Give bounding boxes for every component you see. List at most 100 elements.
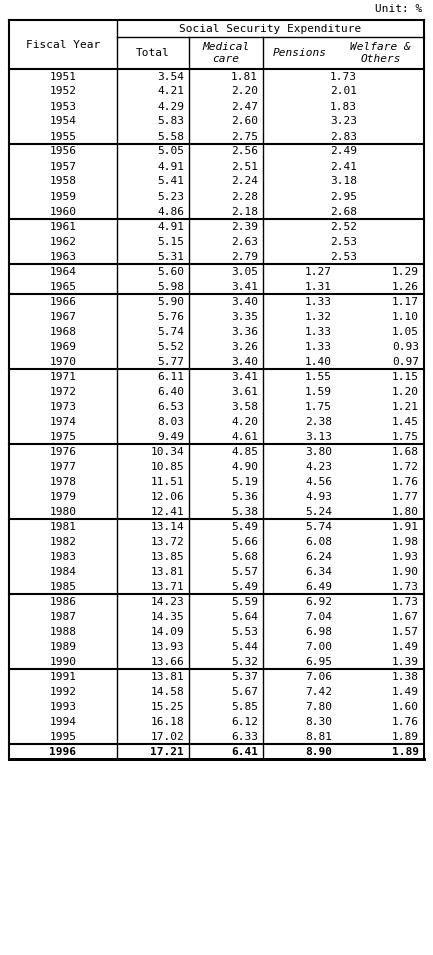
Text: 1.20: 1.20 (392, 387, 419, 396)
Text: 1.27: 1.27 (305, 266, 332, 277)
Text: 1973: 1973 (49, 401, 77, 412)
Text: 5.74: 5.74 (157, 327, 184, 336)
Text: 1.76: 1.76 (392, 716, 419, 727)
Text: 1.49: 1.49 (392, 642, 419, 651)
Text: 1964: 1964 (49, 266, 77, 277)
Text: 1.68: 1.68 (392, 447, 419, 456)
Text: 3.54: 3.54 (157, 72, 184, 81)
Text: 2.49: 2.49 (330, 146, 357, 157)
Text: 5.05: 5.05 (157, 146, 184, 157)
Text: 1.21: 1.21 (392, 401, 419, 412)
Text: 3.13: 3.13 (305, 432, 332, 441)
Text: 1979: 1979 (49, 492, 77, 501)
Text: 14.35: 14.35 (150, 611, 184, 622)
Text: 5.90: 5.90 (157, 296, 184, 307)
Text: 2.24: 2.24 (231, 177, 258, 186)
Text: 2.53: 2.53 (330, 237, 357, 246)
Text: 3.26: 3.26 (231, 342, 258, 351)
Text: 1953: 1953 (49, 101, 77, 112)
Text: Pensions: Pensions (273, 48, 327, 58)
Text: 1995: 1995 (49, 732, 77, 741)
Text: 1.32: 1.32 (305, 311, 332, 322)
Text: 2.75: 2.75 (231, 132, 258, 141)
Text: 2.95: 2.95 (330, 192, 357, 202)
Text: 8.81: 8.81 (305, 732, 332, 741)
Text: 1.15: 1.15 (392, 371, 419, 381)
Text: 1960: 1960 (49, 206, 77, 217)
Text: 5.24: 5.24 (305, 506, 332, 517)
Text: 6.24: 6.24 (305, 551, 332, 562)
Text: 5.66: 5.66 (231, 537, 258, 546)
Text: 1.77: 1.77 (392, 492, 419, 501)
Text: 10.85: 10.85 (150, 461, 184, 472)
Text: 3.23: 3.23 (330, 117, 357, 126)
Text: 1975: 1975 (49, 432, 77, 441)
Text: 5.31: 5.31 (157, 251, 184, 262)
Text: 4.20: 4.20 (231, 416, 258, 427)
Text: 16.18: 16.18 (150, 716, 184, 727)
Text: 5.37: 5.37 (231, 671, 258, 682)
Text: 1984: 1984 (49, 566, 77, 577)
Text: 5.76: 5.76 (157, 311, 184, 322)
Text: 3.41: 3.41 (231, 282, 258, 291)
Text: 1.89: 1.89 (392, 732, 419, 741)
Text: 2.53: 2.53 (330, 251, 357, 262)
Text: 1986: 1986 (49, 597, 77, 606)
Text: 1.73: 1.73 (392, 582, 419, 591)
Text: 1.75: 1.75 (305, 401, 332, 412)
Text: 1961: 1961 (49, 222, 77, 231)
Text: 5.41: 5.41 (157, 177, 184, 186)
Text: 5.52: 5.52 (157, 342, 184, 351)
Text: 2.47: 2.47 (231, 101, 258, 112)
Text: 5.53: 5.53 (231, 626, 258, 636)
Text: 1989: 1989 (49, 642, 77, 651)
Text: 7.80: 7.80 (305, 702, 332, 711)
Text: 14.09: 14.09 (150, 626, 184, 636)
Text: 6.34: 6.34 (305, 566, 332, 577)
Text: 1.93: 1.93 (392, 551, 419, 562)
Text: 6.11: 6.11 (157, 371, 184, 381)
Text: 13.71: 13.71 (150, 582, 184, 591)
Text: 2.01: 2.01 (330, 87, 357, 96)
Text: 11.51: 11.51 (150, 477, 184, 486)
Text: 5.57: 5.57 (231, 566, 258, 577)
Text: 1.39: 1.39 (392, 656, 419, 667)
Text: 0.93: 0.93 (392, 342, 419, 351)
Text: 2.20: 2.20 (231, 87, 258, 96)
Text: 6.33: 6.33 (231, 732, 258, 741)
Text: 2.38: 2.38 (305, 416, 332, 427)
Text: 1965: 1965 (49, 282, 77, 291)
Text: 1.10: 1.10 (392, 311, 419, 322)
Text: 4.56: 4.56 (305, 477, 332, 486)
Text: 13.93: 13.93 (150, 642, 184, 651)
Text: 1.83: 1.83 (330, 101, 357, 112)
Text: 7.42: 7.42 (305, 687, 332, 696)
Text: 5.64: 5.64 (231, 611, 258, 622)
Text: 1963: 1963 (49, 251, 77, 262)
Text: 2.60: 2.60 (231, 117, 258, 126)
Text: 4.91: 4.91 (157, 222, 184, 231)
Text: 1.33: 1.33 (305, 342, 332, 351)
Text: 3.40: 3.40 (231, 356, 258, 367)
Text: 5.98: 5.98 (157, 282, 184, 291)
Text: 1.80: 1.80 (392, 506, 419, 517)
Text: 1952: 1952 (49, 87, 77, 96)
Text: 1990: 1990 (49, 656, 77, 667)
Text: 4.86: 4.86 (157, 206, 184, 217)
Text: 4.91: 4.91 (157, 161, 184, 172)
Text: 13.85: 13.85 (150, 551, 184, 562)
Text: 1.26: 1.26 (392, 282, 419, 291)
Text: 1.45: 1.45 (392, 416, 419, 427)
Text: 6.49: 6.49 (305, 582, 332, 591)
Text: 6.08: 6.08 (305, 537, 332, 546)
Text: 1968: 1968 (49, 327, 77, 336)
Text: 5.58: 5.58 (157, 132, 184, 141)
Text: 1.33: 1.33 (305, 327, 332, 336)
Text: 1.75: 1.75 (392, 432, 419, 441)
Text: 1.59: 1.59 (305, 387, 332, 396)
Text: 7.04: 7.04 (305, 611, 332, 622)
Text: 1972: 1972 (49, 387, 77, 396)
Text: 4.21: 4.21 (157, 87, 184, 96)
Text: 6.92: 6.92 (305, 597, 332, 606)
Text: 1994: 1994 (49, 716, 77, 727)
